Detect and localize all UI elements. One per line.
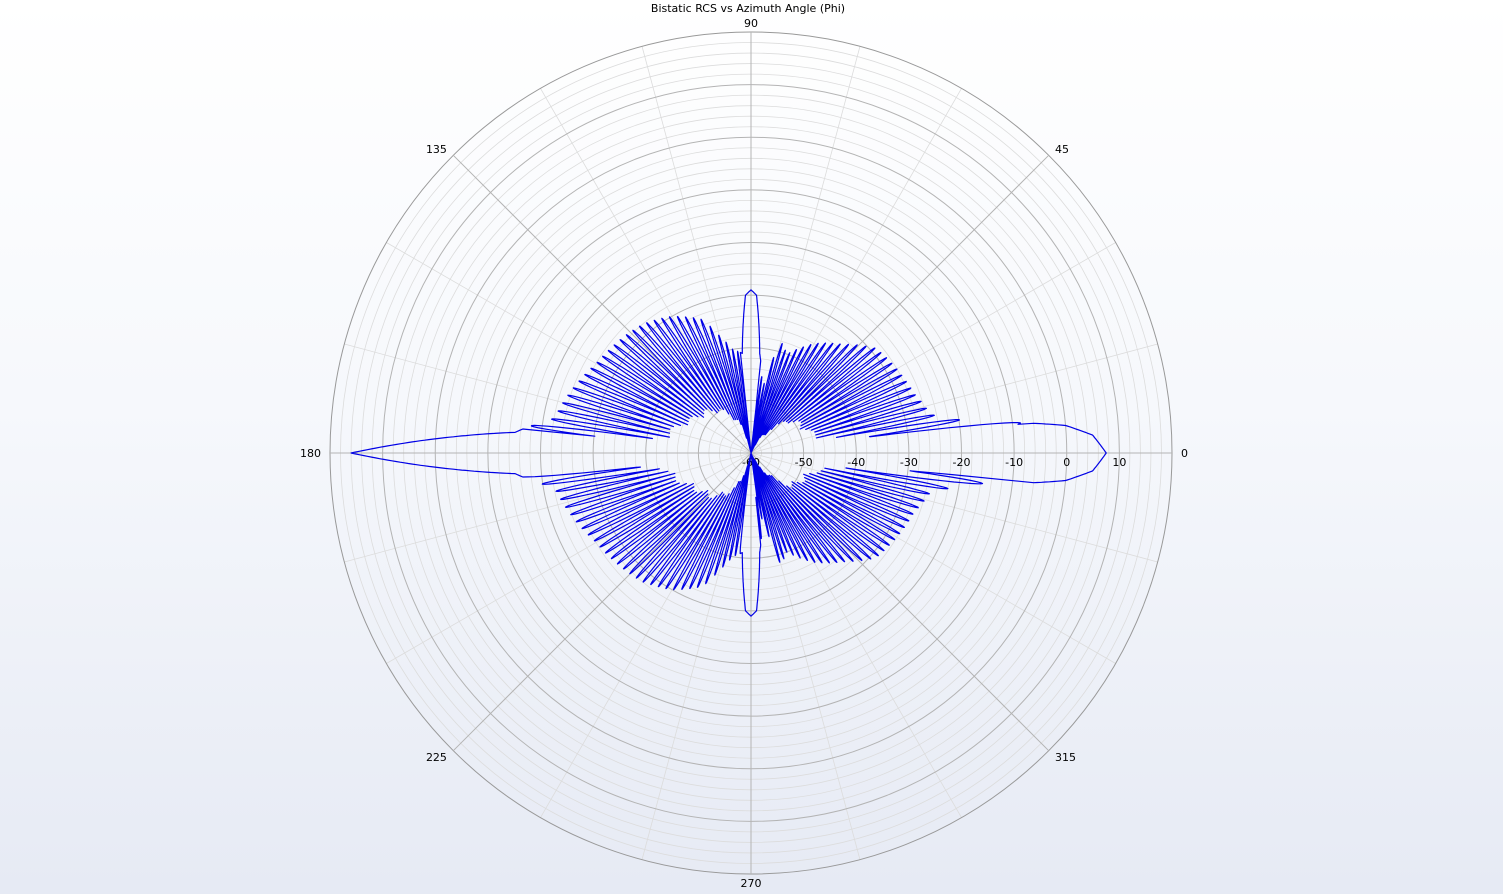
major-grid-spoke (750, 154, 1050, 454)
angle-tick-label: 225 (426, 751, 447, 764)
series-group (350, 289, 1107, 617)
radial-tick-label: -40 (847, 456, 865, 469)
angle-tick-label: 90 (744, 17, 758, 30)
radial-tick-label: -10 (1005, 456, 1023, 469)
major-grid-spoke (452, 452, 752, 752)
angle-tick-label: 270 (741, 877, 762, 890)
radial-tick-label: -30 (900, 456, 918, 469)
angle-tick-label: 45 (1055, 143, 1069, 156)
radial-tick-label: 10 (1112, 456, 1126, 469)
radial-tick-label: -20 (953, 456, 971, 469)
chart-title: Bistatic RCS vs Azimuth Angle (Phi) (651, 2, 845, 15)
radial-tick-label: -50 (795, 456, 813, 469)
angle-tick-label: 180 (300, 447, 321, 460)
angle-labels: 0 45 90 135 180 225 270 315 (300, 17, 1188, 890)
angle-tick-label: 0 (1181, 447, 1188, 460)
radial-labels: -60 -50 -40 -30 -20 -10 0 10 (742, 456, 1126, 469)
angle-tick-label: 315 (1055, 751, 1076, 764)
series-line (350, 289, 1107, 617)
radial-tick-label: 0 (1063, 456, 1070, 469)
angle-tick-label: 135 (426, 143, 447, 156)
polar-grid (329, 31, 1173, 875)
